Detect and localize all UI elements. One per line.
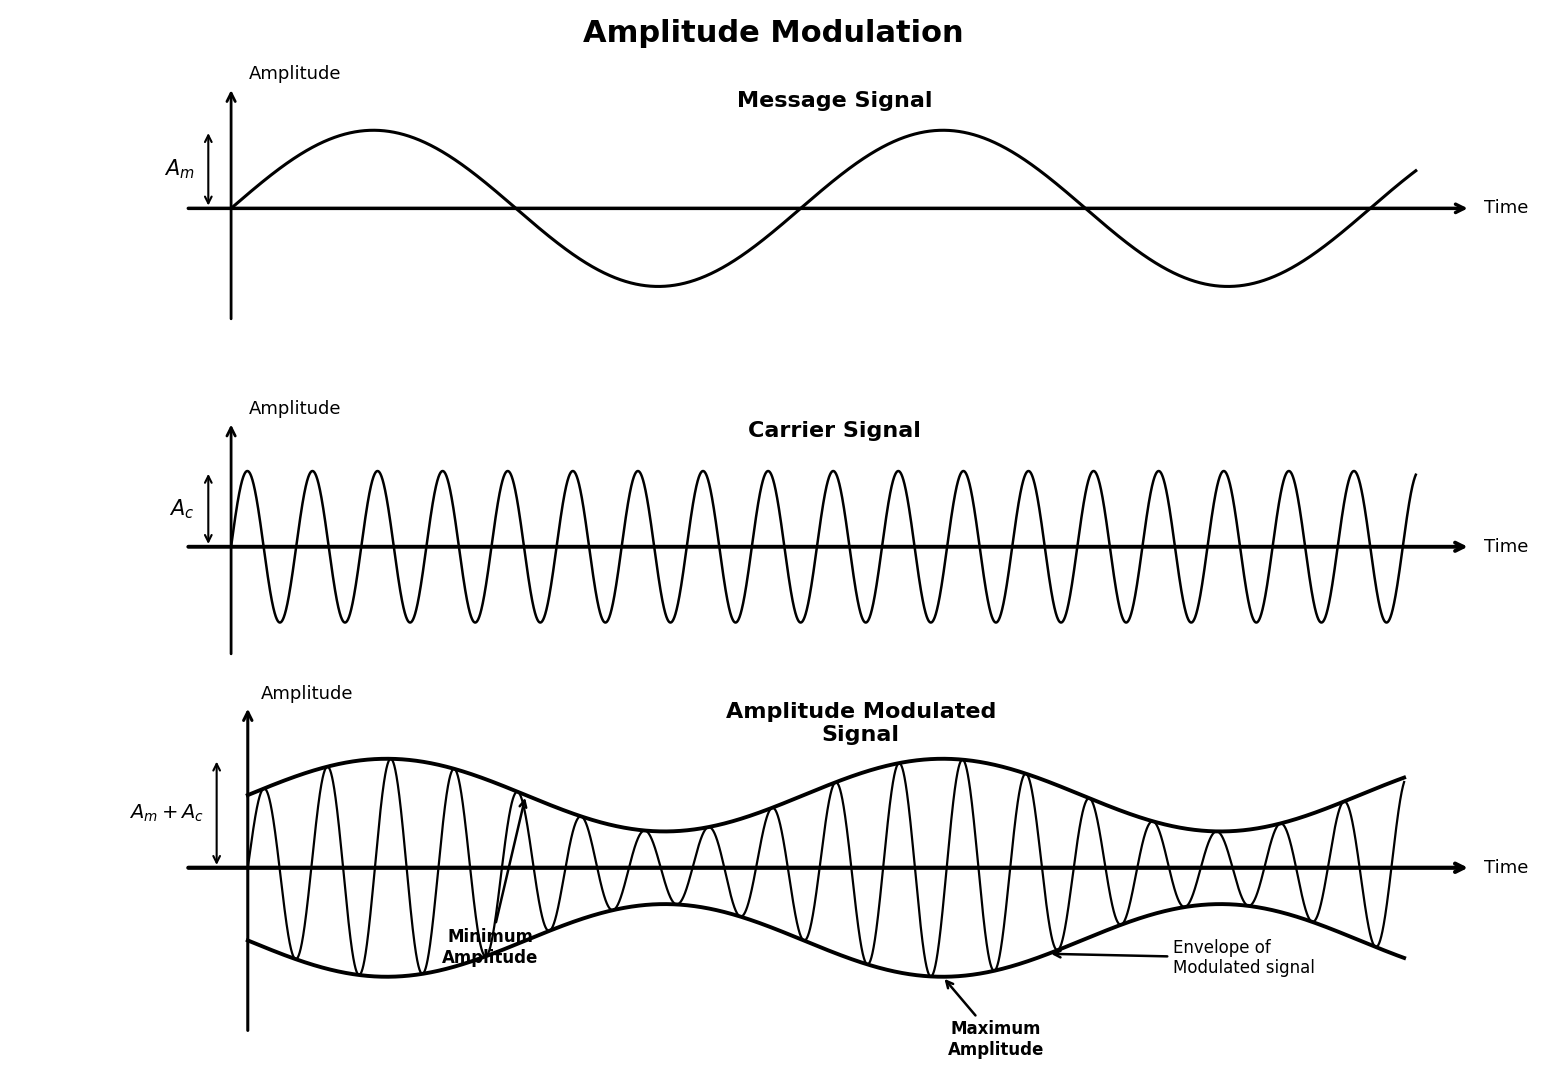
Text: Maximum
Amplitude: Maximum Amplitude (946, 981, 1044, 1059)
Text: Envelope of
Modulated signal: Envelope of Modulated signal (1054, 939, 1314, 977)
Text: $A_m + A_c$: $A_m + A_c$ (128, 802, 204, 824)
Text: Message Signal: Message Signal (737, 91, 932, 111)
Text: Amplitude: Amplitude (249, 66, 342, 83)
Text: Time: Time (1484, 538, 1529, 556)
Text: Carrier Signal: Carrier Signal (748, 420, 921, 441)
Text: Amplitude Modulation: Amplitude Modulation (583, 19, 963, 49)
Text: Minimum
Amplitude: Minimum Amplitude (442, 800, 538, 967)
Text: $A_m$: $A_m$ (164, 158, 195, 181)
Text: Time: Time (1484, 200, 1529, 217)
Text: Amplitude Modulated
Signal: Amplitude Modulated Signal (725, 702, 996, 745)
Text: $A_c$: $A_c$ (170, 497, 195, 521)
Text: Amplitude: Amplitude (261, 685, 354, 703)
Text: Amplitude: Amplitude (249, 400, 342, 418)
Text: Time: Time (1484, 859, 1529, 877)
